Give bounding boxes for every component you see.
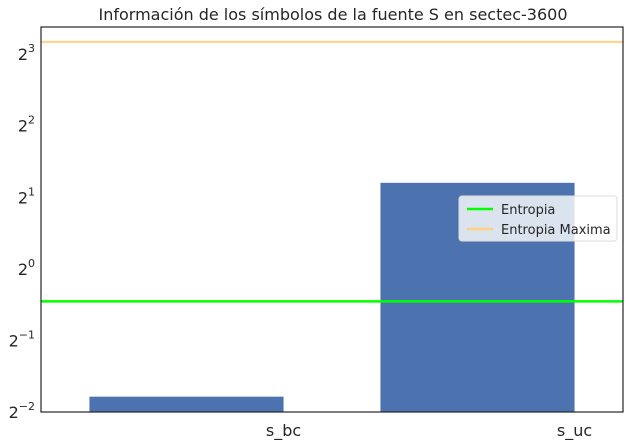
- chart-title: Información de los símbolos de la fuente…: [98, 5, 567, 24]
- y-tick-label: 20: [18, 257, 35, 279]
- y-tick-label: 23: [18, 42, 35, 64]
- legend-box: [458, 195, 618, 242]
- bar-s_bc: [89, 396, 284, 412]
- y-tick-label: 2−1: [9, 328, 35, 350]
- y-tick-label: 22: [18, 114, 35, 136]
- x-tick-label: s_uc: [557, 421, 592, 441]
- legend-entry: Entropia: [501, 203, 555, 218]
- y-tick-label: 21: [18, 185, 35, 207]
- plot-frame: [40, 26, 624, 413]
- x-tick-label: s_bc: [266, 421, 301, 441]
- legend-entry: Entropia Maxima: [501, 223, 611, 238]
- y-tick-label: 2−2: [9, 400, 35, 422]
